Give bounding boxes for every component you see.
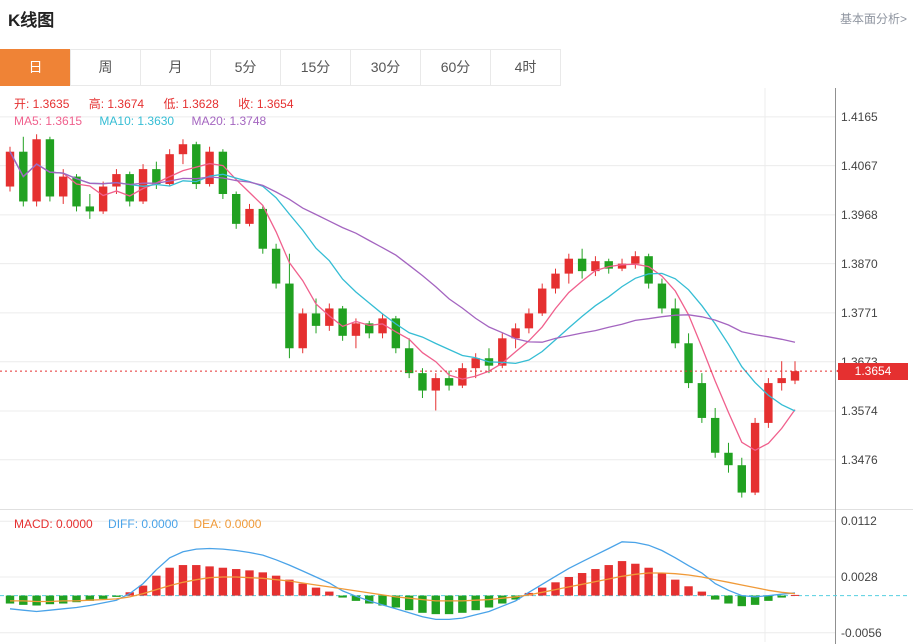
y-axis-label: 1.3771 <box>841 306 878 320</box>
tab-15min[interactable]: 15分 <box>280 49 351 86</box>
macd-value: MACD: 0.0000 <box>14 517 93 531</box>
ma-legend: MA5: 1.3615 MA10: 1.3630 MA20: 1.3748 <box>14 114 280 128</box>
ohlc-low: 低: 1.3628 <box>163 97 219 111</box>
diff-value: DIFF: 0.0000 <box>108 517 179 531</box>
macd-legend: MACD: 0.0000 DIFF: 0.0000 DEA: 0.0000 <box>14 517 273 531</box>
y-axis-label: 1.3968 <box>841 208 878 222</box>
tab-30min[interactable]: 30分 <box>350 49 421 86</box>
tab-day[interactable]: 日 <box>0 49 71 86</box>
macd-axis-label: 0.0112 <box>841 514 877 528</box>
y-axis-label: 1.4165 <box>841 110 878 124</box>
ohlc-close: 收: 1.3654 <box>238 97 294 111</box>
tab-4hour[interactable]: 4时 <box>490 49 561 86</box>
page-title: K线图 <box>8 11 55 30</box>
macd-axis-label: -0.0056 <box>841 626 882 640</box>
macd-axis-label: 0.0028 <box>841 570 878 584</box>
y-axis-label: 1.3870 <box>841 257 878 271</box>
ohlc-open: 开: 1.3635 <box>14 97 70 111</box>
tab-60min[interactable]: 60分 <box>420 49 491 86</box>
y-axis-label: 1.3476 <box>841 453 878 467</box>
ohlc-legend: 开: 1.3635 高: 1.3674 低: 1.3628 收: 1.3654 <box>14 95 310 112</box>
current-price-tag: 1.3654 <box>836 363 908 380</box>
dea-value: DEA: 0.0000 <box>193 517 262 531</box>
fundamental-analysis-link[interactable]: 基本面分析> <box>839 12 907 26</box>
tab-5min[interactable]: 5分 <box>210 49 281 86</box>
tab-week[interactable]: 周 <box>70 49 141 86</box>
ma10-value: MA10: 1.3630 <box>99 114 175 128</box>
period-tabs: 日 周 月 5分 15分 30分 60分 4时 <box>0 49 561 86</box>
ma5-value: MA5: 1.3615 <box>14 114 83 128</box>
y-axis-label: 1.3574 <box>841 404 878 418</box>
tab-month[interactable]: 月 <box>140 49 211 86</box>
ohlc-high: 高: 1.3674 <box>88 97 145 111</box>
y-axis-label: 1.4067 <box>841 159 878 173</box>
ma20-value: MA20: 1.3748 <box>191 114 267 128</box>
